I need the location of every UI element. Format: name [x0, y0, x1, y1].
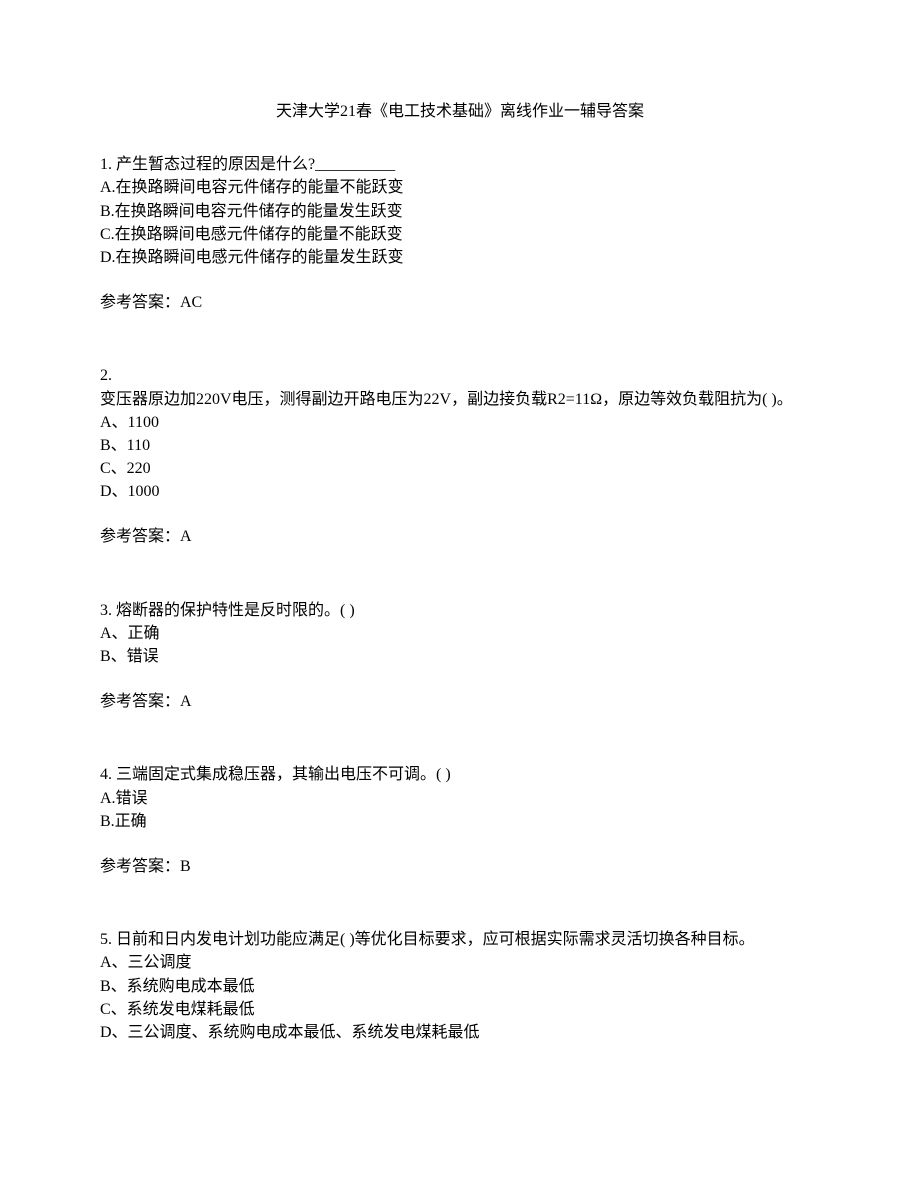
question-option: B.正确: [100, 810, 820, 833]
question-block: 4. 三端固定式集成稳压器，其输出电压不可调。( ) A.错误 B.正确 参考答…: [100, 763, 820, 878]
question-body: 熔断器的保护特性是反时限的。( ): [116, 602, 355, 619]
question-option: B.在换路瞬间电容元件储存的能量发生跃变: [100, 200, 820, 223]
question-option: A、正确: [100, 622, 820, 645]
document-title: 天津大学21春《电工技术基础》离线作业一辅导答案: [100, 100, 820, 123]
question-text: 5. 日前和日内发电计划功能应满足( )等优化目标要求，应可根据实际需求灵活切换…: [100, 928, 820, 951]
question-option: D.在换路瞬间电感元件储存的能量发生跃变: [100, 246, 820, 269]
question-option: D、1000: [100, 480, 820, 503]
question-text: 3. 熔断器的保护特性是反时限的。( ): [100, 599, 820, 622]
question-option: D、三公调度、系统购电成本最低、系统发电煤耗最低: [100, 1021, 820, 1044]
question-number: 1.: [100, 156, 112, 173]
answer-label: 参考答案：A: [100, 525, 820, 548]
question-text: 1. 产生暂态过程的原因是什么?__________: [100, 153, 820, 176]
question-option: B、系统购电成本最低: [100, 975, 820, 998]
question-body: 产生暂态过程的原因是什么?__________: [116, 156, 395, 173]
question-block: 3. 熔断器的保护特性是反时限的。( ) A、正确 B、错误 参考答案：A: [100, 599, 820, 714]
question-block: 2. 变压器原边加220V电压，测得副边开路电压为22V，副边接负载R2=11Ω…: [100, 364, 820, 548]
question-option: C.在换路瞬间电感元件储存的能量不能跃变: [100, 223, 820, 246]
answer-label: 参考答案：A: [100, 690, 820, 713]
question-number: 5.: [100, 931, 112, 948]
question-block: 5. 日前和日内发电计划功能应满足( )等优化目标要求，应可根据实际需求灵活切换…: [100, 928, 820, 1044]
question-option: A、1100: [100, 411, 820, 434]
question-option: C、220: [100, 457, 820, 480]
question-body: 变压器原边加220V电压，测得副边开路电压为22V，副边接负载R2=11Ω，原边…: [100, 388, 820, 411]
question-body: 三端固定式集成稳压器，其输出电压不可调。( ): [116, 766, 451, 783]
question-block: 1. 产生暂态过程的原因是什么?__________ A.在换路瞬间电容元件储存…: [100, 153, 820, 314]
question-option: A.错误: [100, 787, 820, 810]
question-option: C、系统发电煤耗最低: [100, 998, 820, 1021]
question-option: B、110: [100, 434, 820, 457]
question-body: 日前和日内发电计划功能应满足( )等优化目标要求，应可根据实际需求灵活切换各种目…: [116, 931, 755, 948]
answer-label: 参考答案：B: [100, 855, 820, 878]
question-number: 3.: [100, 602, 112, 619]
question-option: A、三公调度: [100, 951, 820, 974]
answer-label: 参考答案：AC: [100, 291, 820, 314]
question-text: 4. 三端固定式集成稳压器，其输出电压不可调。( ): [100, 763, 820, 786]
question-option: B、错误: [100, 645, 820, 668]
question-number: 4.: [100, 766, 112, 783]
question-option: A.在换路瞬间电容元件储存的能量不能跃变: [100, 176, 820, 199]
question-number: 2.: [100, 364, 820, 387]
